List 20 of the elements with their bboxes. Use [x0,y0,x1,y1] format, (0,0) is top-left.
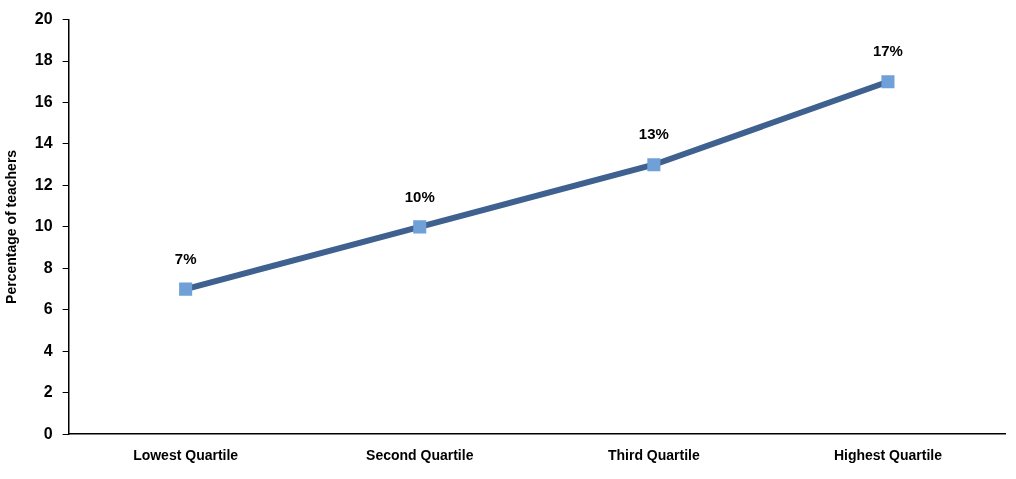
y-axis-title: Percentage of teachers [3,149,20,304]
y-tick-label: 10 [34,217,53,235]
x-tick-label: Second Quartile [366,447,474,464]
y-tick-label: 12 [34,175,53,193]
x-tick-label: Lowest Quartile [133,447,239,464]
y-tick-label: 0 [43,424,53,442]
data-label: 13% [638,125,669,143]
y-tick-label: 4 [43,341,53,359]
data-label: 17% [872,42,903,60]
x-tick-label: Highest Quartile [833,447,943,464]
y-tick-label: 16 [34,92,53,110]
y-tick-label: 20 [34,10,53,28]
y-tick-label: 2 [43,383,53,401]
data-label: 10% [404,187,435,205]
y-tick-label: 6 [43,300,53,318]
y-tick-label: 14 [34,134,53,152]
y-tick-label: 18 [34,51,53,69]
y-tick-label: 8 [43,258,53,276]
x-tick-label: Third Quartile [607,447,700,464]
data-label: 7% [174,249,197,267]
